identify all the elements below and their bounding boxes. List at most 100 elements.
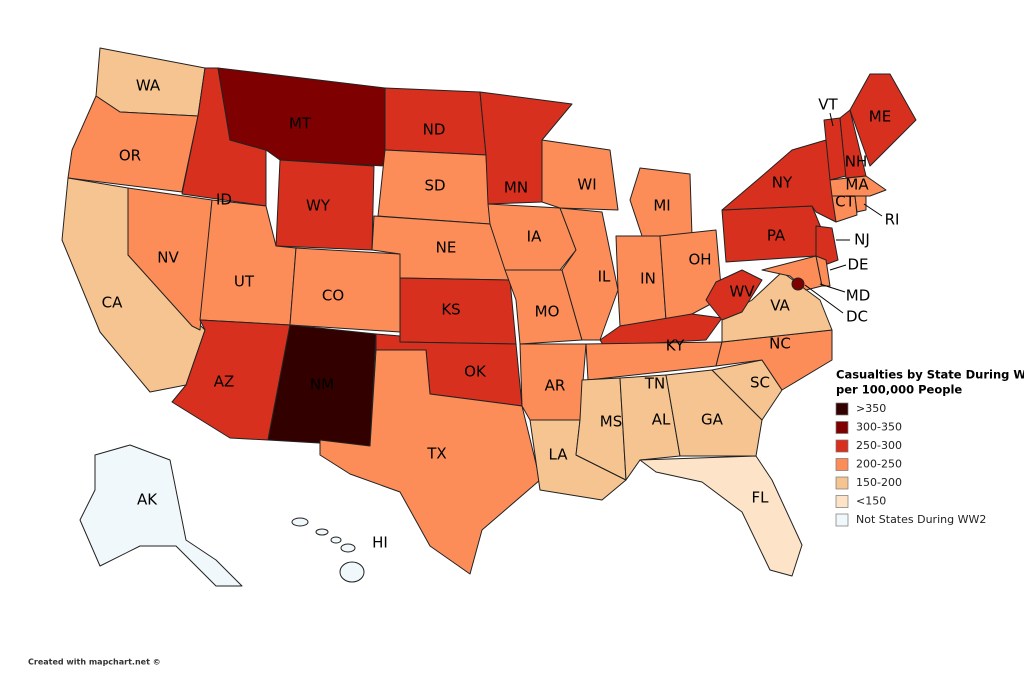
state-label: SC: [750, 374, 770, 392]
state-region: [79, 444, 243, 587]
state-region: [315, 528, 329, 536]
legend-label: 250-300: [856, 439, 902, 452]
state-label: IL: [598, 268, 611, 286]
state-region: [721, 271, 833, 343]
state-region: [504, 269, 583, 345]
leader-line: [829, 264, 847, 271]
state-label: KY: [666, 337, 685, 355]
legend-label: <150: [856, 495, 886, 508]
state-shapes: [61, 47, 917, 587]
state-label: GA: [701, 411, 724, 429]
leader-line: [829, 112, 834, 127]
state-label: AL: [652, 411, 671, 429]
state-label: DC: [846, 308, 868, 326]
state-region: [639, 455, 803, 577]
state-region: [340, 543, 356, 553]
state-label: CT: [835, 193, 855, 211]
state-region: [339, 561, 365, 583]
state-label: CA: [102, 294, 123, 312]
state-label: OH: [688, 251, 711, 269]
state-label: IN: [640, 270, 656, 288]
state-label: MA: [845, 176, 869, 194]
state-label: WY: [306, 197, 331, 215]
leader-line: [804, 284, 844, 314]
state-label: HI: [372, 534, 388, 552]
state-label: KS: [441, 301, 460, 319]
state-label: NY: [772, 174, 793, 192]
leader-line: [819, 283, 846, 293]
state-region: [599, 313, 723, 347]
state-region: [791, 277, 805, 291]
state-region: [705, 269, 763, 321]
state-label: WV: [729, 283, 755, 301]
state-label: MI: [653, 197, 670, 215]
state-labels: WA OR CA NV ID MT WY UT CO AZ NM ND SD NE KS OK TX MN IA MO…: [102, 77, 900, 552]
state-label: FL: [752, 489, 770, 507]
state-label: AZ: [214, 373, 235, 391]
state-region: [761, 255, 823, 291]
state-region: [849, 73, 917, 167]
state-label: NH: [845, 153, 868, 171]
state-label: MT: [289, 115, 312, 133]
state-label: NE: [436, 239, 457, 257]
state-label: CO: [322, 287, 344, 305]
legend-swatch: [835, 476, 849, 490]
state-region: [575, 377, 627, 481]
state-label: OK: [464, 363, 487, 381]
state-region: [319, 349, 541, 575]
legend-label: >350: [856, 402, 886, 415]
state-region: [541, 139, 619, 211]
state-label: DE: [847, 256, 868, 274]
state-region: [330, 536, 342, 544]
state-region: [289, 247, 401, 333]
legend-swatch: [835, 439, 849, 453]
legend-label: 300-350: [856, 421, 902, 434]
state-region: [127, 187, 213, 331]
state-region: [831, 195, 858, 223]
state-region: [559, 207, 619, 341]
legend-swatch: [835, 421, 849, 434]
legend: Casualties by State During WW per 100,00…: [835, 368, 1024, 527]
state-region: [829, 175, 887, 197]
state-label: VA: [770, 297, 790, 315]
state-label: OR: [119, 147, 141, 165]
state-label: RI: [885, 211, 900, 229]
state-label: ID: [216, 191, 232, 209]
state-label: NC: [769, 335, 791, 353]
state-label: TN: [644, 375, 665, 393]
state-region: [854, 195, 867, 213]
state-label: MO: [535, 303, 560, 321]
state-label: WI: [577, 176, 596, 194]
legend-label: 150-200: [856, 476, 902, 489]
state-region: [815, 225, 839, 267]
legend-subtitle: per 100,000 People: [836, 383, 962, 397]
state-region: [815, 255, 831, 287]
legend-swatch: [835, 458, 849, 471]
legend-swatch: [835, 495, 849, 508]
state-region: [665, 369, 763, 457]
state-label: MN: [504, 179, 528, 197]
state-label: NV: [157, 249, 179, 267]
state-region: [291, 517, 309, 527]
state-label: VT: [818, 96, 838, 114]
state-label: MS: [600, 413, 622, 431]
legend-label: Not States During WW2: [856, 513, 986, 526]
state-label: PA: [767, 227, 786, 245]
state-region: [659, 229, 723, 321]
legend-label: 200-250: [856, 458, 902, 471]
state-label: NM: [310, 376, 334, 394]
state-region: [619, 374, 681, 481]
state-label: AR: [545, 377, 566, 395]
state-label: AK: [137, 491, 158, 509]
state-label: TX: [426, 445, 446, 463]
leader-line: [863, 203, 883, 217]
legend-swatch: [835, 513, 849, 527]
credit: Created with mapchart.net ©: [28, 658, 161, 667]
state-label: WA: [136, 77, 161, 95]
state-label: ND: [423, 121, 446, 139]
state-label: SD: [424, 177, 445, 195]
legend-title: Casualties by State During WW: [836, 368, 1024, 382]
state-label: MD: [846, 287, 871, 305]
legend-swatch: [835, 402, 849, 416]
